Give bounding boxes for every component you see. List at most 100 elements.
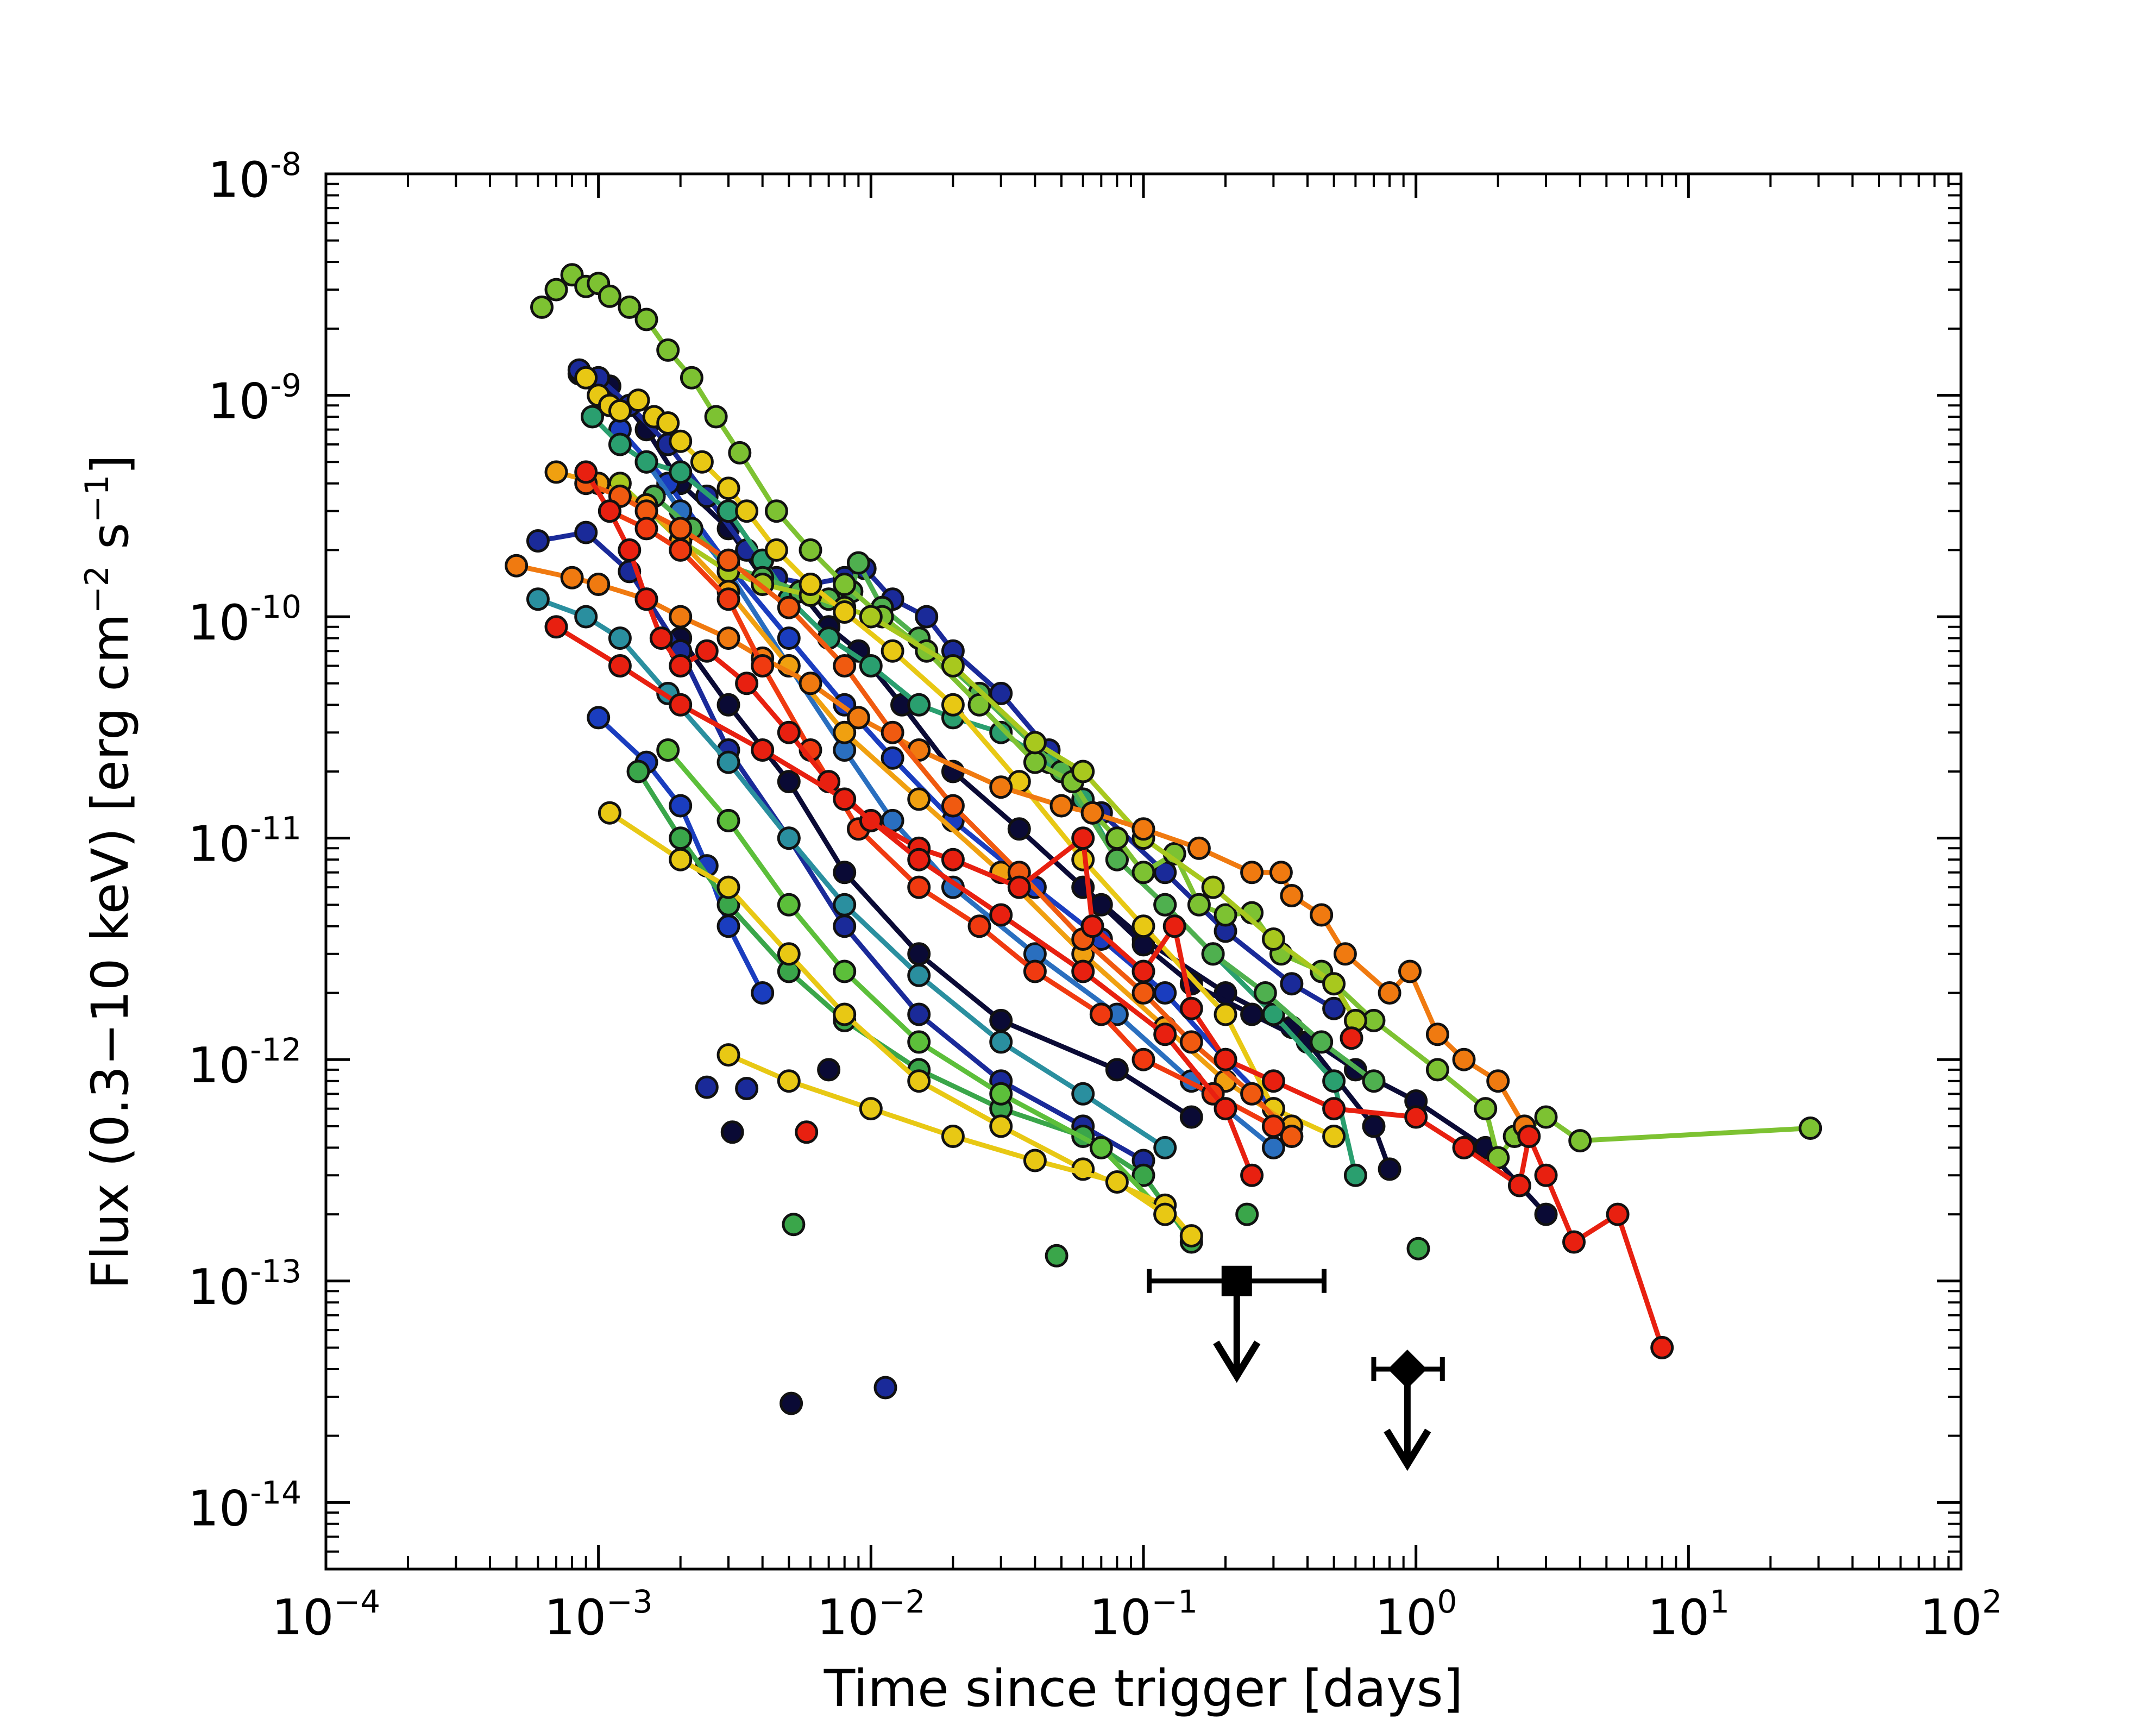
data-point bbox=[1105, 1170, 1129, 1194]
data-point bbox=[1071, 1082, 1095, 1106]
data-point bbox=[656, 411, 680, 435]
data-point bbox=[1187, 893, 1211, 917]
data-point bbox=[907, 942, 931, 966]
data-point bbox=[598, 801, 621, 825]
data-point bbox=[1007, 875, 1031, 899]
data-point bbox=[1153, 981, 1177, 1005]
data-point bbox=[669, 794, 693, 818]
data-point bbox=[581, 405, 604, 429]
y-tick-exponent: -13 bbox=[250, 1253, 301, 1290]
data-point bbox=[751, 738, 775, 762]
data-point bbox=[716, 914, 740, 938]
series-6 bbox=[587, 706, 775, 1005]
data-point bbox=[1071, 959, 1095, 983]
data-point bbox=[799, 538, 822, 562]
isolated-point bbox=[720, 1120, 744, 1144]
data-point bbox=[967, 693, 991, 717]
data-point bbox=[1105, 1058, 1129, 1082]
data-point bbox=[704, 405, 728, 429]
data-point bbox=[1452, 1136, 1476, 1159]
data-point bbox=[1179, 1105, 1203, 1129]
data-point bbox=[574, 605, 598, 629]
data-point bbox=[1179, 1030, 1203, 1054]
data-point bbox=[777, 826, 801, 850]
data-point bbox=[669, 538, 693, 562]
data-point bbox=[716, 808, 740, 832]
upper-limit-1 bbox=[1371, 1349, 1445, 1471]
data-point bbox=[1153, 1136, 1177, 1159]
data-point bbox=[544, 278, 568, 302]
limit-arrow-head bbox=[1213, 1340, 1261, 1383]
data-point bbox=[1187, 836, 1211, 860]
data-point bbox=[656, 738, 680, 762]
data-point bbox=[967, 914, 991, 938]
data-point bbox=[1049, 794, 1073, 818]
data-point bbox=[941, 794, 965, 818]
x-tick-exponent: −3 bbox=[606, 1583, 653, 1620]
data-point bbox=[634, 517, 658, 541]
isolated-point bbox=[1235, 1202, 1259, 1226]
data-point bbox=[587, 573, 611, 596]
data-point bbox=[833, 600, 857, 624]
y-tick-base: 10 bbox=[188, 816, 250, 873]
data-point bbox=[1023, 731, 1047, 755]
x-tick-base: 10 bbox=[1375, 1589, 1437, 1646]
y-axis-title-s-exponent: −1 bbox=[78, 475, 116, 523]
x-tick-label: 100 bbox=[1375, 1583, 1457, 1646]
data-point bbox=[881, 639, 904, 663]
data-point bbox=[634, 450, 658, 474]
data-point bbox=[1201, 942, 1225, 966]
data-point bbox=[1517, 1125, 1541, 1148]
data-point bbox=[598, 499, 621, 523]
data-point bbox=[1240, 861, 1264, 885]
data-point bbox=[1425, 1058, 1449, 1082]
data-point bbox=[1322, 1125, 1346, 1148]
data-point bbox=[1799, 1116, 1822, 1140]
data-point bbox=[626, 760, 650, 783]
data-point bbox=[526, 587, 550, 611]
data-point bbox=[1214, 1047, 1237, 1071]
data-point bbox=[1214, 1002, 1237, 1026]
data-point bbox=[716, 626, 740, 650]
y-tick-base: 10 bbox=[188, 1037, 250, 1094]
x-tick-label: 10−3 bbox=[544, 1583, 653, 1646]
data-point bbox=[1253, 981, 1277, 1005]
data-point bbox=[1507, 1174, 1531, 1197]
series-22 bbox=[574, 460, 1674, 1359]
isolated-point bbox=[782, 1213, 806, 1237]
data-point bbox=[941, 848, 965, 871]
y-axis-title: Flux (0.3−10 keV) [erg cm−2 s−1] bbox=[78, 455, 140, 1289]
data-point bbox=[915, 605, 939, 629]
data-point bbox=[669, 693, 693, 717]
isolated-point bbox=[695, 1075, 719, 1099]
data-point bbox=[1261, 1136, 1285, 1159]
y-tick-exponent: -8 bbox=[270, 146, 301, 183]
x-tick-exponent: −4 bbox=[334, 1583, 381, 1620]
data-point bbox=[608, 399, 632, 423]
data-point bbox=[626, 388, 650, 412]
data-point bbox=[907, 963, 931, 987]
data-point bbox=[1534, 1163, 1558, 1187]
data-point bbox=[680, 366, 703, 390]
data-point bbox=[1105, 848, 1129, 871]
x-tick-base: 10 bbox=[816, 1589, 879, 1646]
data-point bbox=[1132, 959, 1155, 983]
data-point bbox=[1261, 927, 1285, 951]
data-point bbox=[1343, 1163, 1367, 1187]
data-point bbox=[1322, 1097, 1346, 1121]
data-point bbox=[526, 529, 550, 553]
x-tick-exponent: −1 bbox=[1152, 1583, 1198, 1620]
data-point bbox=[1398, 959, 1422, 983]
square-marker bbox=[1221, 1265, 1252, 1296]
y-axis-title-s: s bbox=[81, 523, 140, 566]
series-23 bbox=[544, 615, 1264, 1187]
data-point bbox=[764, 499, 788, 523]
data-point bbox=[608, 654, 632, 678]
data-point bbox=[716, 476, 740, 500]
data-point bbox=[777, 1069, 801, 1093]
data-point bbox=[1214, 903, 1237, 927]
y-tick-base: 10 bbox=[188, 1480, 250, 1537]
isolated-point bbox=[1406, 1237, 1430, 1260]
data-point bbox=[669, 654, 693, 678]
